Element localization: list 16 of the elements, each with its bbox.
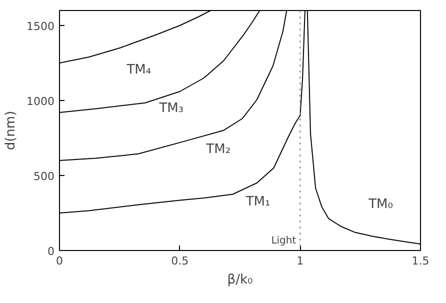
series-label: TM₂ (205, 142, 231, 157)
x-tick-label: 0.5 (171, 254, 189, 268)
y-tick-label: 0 (48, 245, 54, 258)
y-tick-label: 1000 (26, 95, 55, 108)
x-tick-label: 1 (296, 254, 304, 268)
x-tick-label: 0 (56, 254, 63, 268)
x-tick-label: 1.5 (412, 254, 430, 268)
series-label: TM₄ (126, 62, 152, 78)
series-label: TM₀ (368, 197, 393, 212)
series-label: TM₁ (244, 194, 270, 210)
series-label: TM₃ (158, 101, 184, 116)
y-axis-title: d(nm) (4, 110, 19, 150)
y-tick-label: 1500 (26, 20, 55, 33)
ref-line-label: Light (271, 236, 296, 246)
y-tick-label: 500 (34, 170, 55, 183)
x-axis-title: β/k₀ (227, 272, 253, 288)
